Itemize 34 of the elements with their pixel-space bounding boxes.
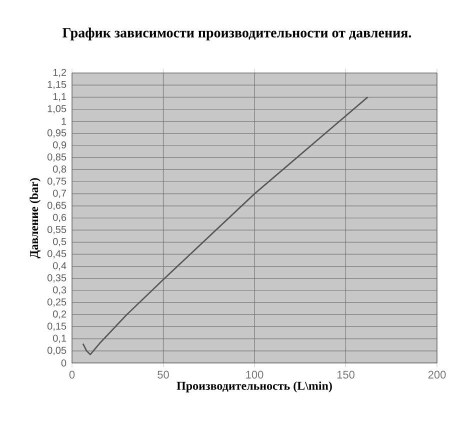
y-tick-label: 0,45 — [47, 250, 66, 258]
y-axis-title: Давление (bar) — [30, 178, 41, 258]
x-tick-label: 200 — [428, 370, 446, 379]
y-tick-label: 0,9 — [53, 141, 66, 150]
y-tick-label: 0,55 — [47, 226, 66, 234]
y-tick-label: 1,2 — [53, 68, 66, 78]
y-tick-label: 0,65 — [47, 202, 66, 210]
y-tick-label: 0,75 — [47, 178, 66, 186]
y-tick-label: 0,3 — [53, 286, 66, 295]
y-tick-label: 1 — [62, 118, 66, 125]
y-tick-label: 0,5 — [53, 238, 66, 246]
chart-title: График зависимости производительности от давления. — [62, 28, 412, 40]
y-tick-label: 1,15 — [48, 80, 66, 90]
y-tick-label: 0,95 — [47, 129, 66, 138]
y-tick-label: 1,1 — [53, 93, 66, 102]
y-tick-label: 0,35 — [47, 274, 66, 283]
y-tick-label: 0,05 — [47, 346, 66, 356]
x-axis-title: Производительность (L\min) — [176, 381, 332, 392]
y-tick-label: 0,25 — [47, 298, 66, 307]
x-tick-label: 150 — [337, 370, 354, 379]
y-tick-label: 0,2 — [53, 310, 66, 319]
y-tick-label: 0,8 — [53, 166, 66, 174]
y-tick-label: 0 — [61, 359, 66, 367]
x-tick-label: 50 — [158, 370, 169, 379]
x-tick-label: 100 — [246, 370, 264, 379]
y-tick-label: 0,85 — [47, 153, 66, 162]
y-tick-label: 0,1 — [53, 334, 66, 343]
y-tick-label: 0,15 — [47, 322, 66, 331]
line-series — [82, 96, 368, 356]
x-tick-label: 0 — [69, 370, 75, 379]
y-tick-label: 1,05 — [48, 105, 66, 114]
y-tick-label: 0,7 — [53, 190, 66, 198]
y-tick-label: 0,4 — [53, 262, 66, 270]
y-tick-label: 0,6 — [53, 214, 66, 222]
